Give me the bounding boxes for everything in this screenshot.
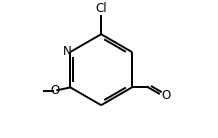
Text: O: O xyxy=(162,89,171,102)
Text: O: O xyxy=(51,84,60,97)
Text: N: N xyxy=(63,45,71,58)
Text: Cl: Cl xyxy=(95,2,107,14)
